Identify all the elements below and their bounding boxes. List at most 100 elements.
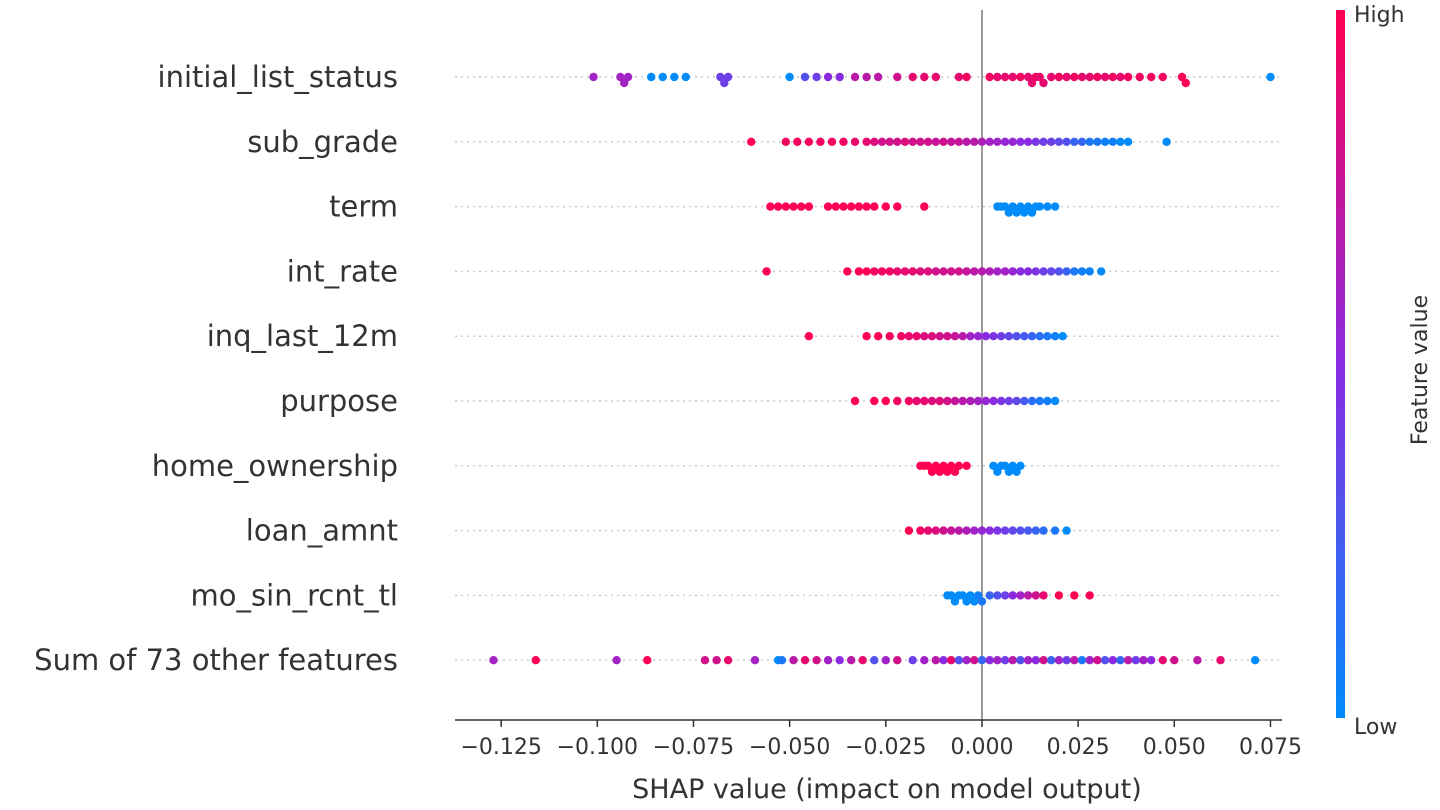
- shap-point: [970, 526, 979, 535]
- shap-point: [1047, 656, 1056, 665]
- shap-point: [1016, 526, 1025, 535]
- shap-point: [1047, 72, 1056, 82]
- shap-point: [1008, 267, 1017, 276]
- shap-point: [881, 202, 890, 211]
- shap-point: [762, 267, 771, 276]
- shap-point: [873, 72, 883, 82]
- shap-point: [1020, 208, 1029, 217]
- shap-point: [1139, 656, 1148, 665]
- shap-point: [1016, 461, 1025, 470]
- x-tick-label: −0.050: [749, 735, 830, 760]
- feature-label: initial_list_status: [158, 60, 398, 94]
- shap-point: [962, 597, 971, 606]
- shap-point: [789, 202, 798, 211]
- shap-point: [1016, 202, 1025, 211]
- shap-point: [935, 332, 944, 341]
- feature-label: mo_sin_rcnt_tl: [191, 578, 398, 612]
- shap-point: [1108, 137, 1118, 146]
- feature-label: int_rate: [287, 254, 398, 288]
- shap-point: [923, 137, 933, 146]
- feature-label: home_ownership: [152, 449, 398, 483]
- shap-point: [881, 396, 890, 406]
- shap-point: [1123, 656, 1133, 665]
- shap-point: [1023, 656, 1033, 665]
- shap-point: [1008, 591, 1017, 600]
- shap-point: [1054, 591, 1064, 600]
- shap-point: [1062, 267, 1071, 276]
- shap-point: [1170, 656, 1179, 665]
- shap-point: [831, 202, 840, 211]
- shap-point: [985, 137, 994, 146]
- shap-point: [900, 267, 910, 276]
- shap-point: [1023, 526, 1033, 535]
- shap-point: [1181, 78, 1191, 88]
- shap-point: [862, 202, 871, 211]
- colorbar: High Low Feature value: [1336, 3, 1433, 740]
- shap-point: [981, 396, 990, 406]
- shap-point: [993, 656, 1002, 665]
- shap-point: [1012, 467, 1021, 476]
- shap-point: [777, 656, 787, 665]
- shap-point: [1077, 267, 1087, 276]
- shap-point: [935, 467, 944, 476]
- shap-point: [1085, 267, 1094, 276]
- shap-point: [1047, 137, 1056, 146]
- feature-label: sub_grade: [247, 125, 398, 159]
- colorbar-title: Feature value: [1408, 295, 1433, 445]
- shap-point: [616, 72, 625, 82]
- shap-point: [1020, 396, 1029, 406]
- shap-point: [858, 656, 867, 665]
- shap-point: [1123, 72, 1133, 82]
- shap-point: [1266, 72, 1275, 82]
- shap-point: [939, 461, 948, 470]
- shap-point: [939, 137, 948, 146]
- shap-point: [1216, 656, 1225, 665]
- shap-point: [1077, 72, 1087, 82]
- shap-point: [839, 137, 848, 146]
- shap-point: [962, 137, 971, 146]
- shap-point: [950, 332, 960, 341]
- shap-point: [1008, 202, 1017, 211]
- shap-point: [916, 137, 925, 146]
- shap-point: [912, 332, 921, 341]
- shap-point: [970, 597, 979, 606]
- shap-point: [1085, 137, 1094, 146]
- x-axis-title: SHAP value (impact on model output): [632, 774, 1142, 805]
- shap-point: [923, 526, 933, 535]
- shap-point: [931, 526, 940, 535]
- x-tick-label: −0.125: [460, 735, 541, 760]
- shap-point: [947, 137, 956, 146]
- shap-point: [1027, 332, 1037, 341]
- shap-point: [923, 267, 933, 276]
- shap-point: [947, 526, 956, 535]
- shap-point: [962, 656, 971, 665]
- shap-point: [1058, 332, 1067, 341]
- shap-point: [670, 72, 679, 82]
- shap-point: [839, 202, 848, 211]
- shap-point: [1004, 332, 1014, 341]
- shap-point: [1050, 202, 1060, 211]
- shap-point: [966, 332, 975, 341]
- shap-point: [962, 72, 971, 82]
- shap-point: [958, 591, 967, 600]
- shap-point: [1100, 72, 1110, 82]
- x-tick-label: 0.000: [950, 735, 1013, 760]
- shap-point: [862, 267, 871, 276]
- shap-point: [920, 332, 929, 341]
- shap-point: [893, 656, 902, 665]
- shap-point: [1077, 137, 1087, 146]
- shap-point: [989, 332, 998, 341]
- shap-point: [920, 202, 929, 211]
- shap-point: [1023, 137, 1033, 146]
- shap-point: [1093, 656, 1102, 665]
- shap-point: [935, 396, 944, 406]
- shap-point: [931, 267, 940, 276]
- shap-point: [750, 656, 760, 665]
- feature-label: loan_amnt: [246, 514, 398, 548]
- shap-point: [943, 467, 952, 476]
- shap-point: [589, 72, 598, 82]
- shap-point: [747, 137, 756, 146]
- shap-point: [993, 591, 1002, 600]
- shap-point: [893, 396, 902, 406]
- shap-point: [908, 137, 917, 146]
